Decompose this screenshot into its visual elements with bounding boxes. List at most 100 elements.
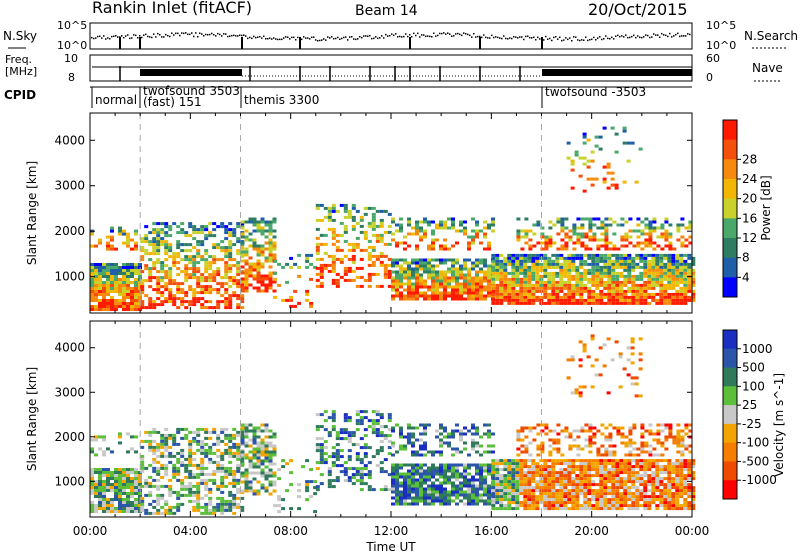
- data-cell: [130, 305, 134, 308]
- data-cell: [419, 469, 423, 473]
- data-cell: [367, 224, 372, 228]
- data-cell: [614, 183, 619, 187]
- data-cell: [607, 286, 612, 290]
- data-cell: [495, 498, 500, 502]
- data-cell: [592, 217, 597, 221]
- data-cell: [599, 459, 604, 463]
- data-cell: [160, 451, 165, 455]
- data-cell: [172, 294, 177, 298]
- data-cell: [244, 250, 249, 254]
- data-cell: [232, 454, 237, 458]
- data-cell: [507, 504, 512, 508]
- data-cell: [451, 279, 455, 283]
- data-cell: [232, 499, 237, 503]
- data-cell: [192, 490, 197, 494]
- data-cell: [571, 495, 576, 499]
- data-cell: [176, 457, 181, 461]
- data-cell: [383, 242, 388, 246]
- data-cell: [443, 502, 447, 506]
- data-cell: [240, 448, 245, 452]
- data-cell: [196, 285, 201, 289]
- nsky-point: [633, 34, 635, 37]
- data-cell: [571, 459, 576, 463]
- data-cell: [596, 226, 601, 230]
- data-cell: [679, 262, 684, 266]
- data-cell: [511, 465, 516, 469]
- data-cell: [375, 413, 380, 417]
- data-cell: [443, 487, 447, 491]
- data-cell: [603, 501, 608, 505]
- data-cell: [168, 279, 173, 283]
- data-cell: [208, 222, 213, 226]
- data-cell: [264, 471, 269, 475]
- data-cell: [216, 303, 221, 307]
- data-cell: [463, 484, 467, 488]
- data-cell: [443, 469, 447, 473]
- data-cell: [651, 459, 656, 463]
- data-cell: [627, 480, 632, 484]
- data-cell: [567, 477, 572, 481]
- data-cell: [260, 483, 265, 487]
- data-cell: [667, 265, 672, 269]
- data-cell: [387, 269, 392, 273]
- data-cell: [281, 265, 286, 269]
- data-cell: [252, 426, 257, 430]
- nsky-point: [243, 34, 245, 36]
- data-cell: [611, 498, 616, 502]
- data-cell: [126, 290, 130, 293]
- data-cell: [611, 295, 616, 299]
- data-cell: [455, 267, 459, 271]
- data-cell: [391, 279, 395, 283]
- data-cell: [583, 289, 588, 293]
- data-cell: [611, 480, 616, 484]
- data-cell: [343, 419, 348, 423]
- data-cell: [603, 471, 608, 475]
- data-cell: [447, 435, 451, 439]
- data-cell: [479, 258, 483, 262]
- nsky-point: [533, 36, 535, 39]
- data-cell: [236, 240, 241, 244]
- data-cell: [309, 262, 314, 266]
- nsky-point: [295, 39, 297, 41]
- data-cell: [639, 468, 644, 472]
- data-cell: [535, 268, 540, 272]
- data-cell: [110, 238, 114, 242]
- data-cell: [319, 242, 324, 246]
- data-cell: [507, 295, 512, 299]
- nsky-point: [173, 34, 175, 36]
- data-cell: [491, 483, 496, 487]
- nsky-point: [333, 38, 335, 40]
- nsky-point: [239, 34, 241, 36]
- data-cell: [679, 253, 684, 257]
- data-cell: [387, 224, 392, 228]
- data-cell: [335, 455, 340, 459]
- data-cell: [375, 239, 380, 243]
- data-cell: [435, 490, 439, 494]
- data-cell: [256, 426, 261, 430]
- data-cell: [659, 289, 664, 293]
- data-cell: [399, 502, 403, 506]
- data-cell: [335, 443, 340, 447]
- data-cell: [156, 282, 161, 286]
- data-cell: [395, 472, 399, 476]
- data-cell: [639, 253, 644, 257]
- data-cell: [495, 265, 500, 269]
- data-cell: [347, 431, 352, 435]
- data-cell: [503, 274, 508, 278]
- data-cell: [627, 265, 632, 269]
- data-cell: [399, 435, 403, 439]
- data-cell: [102, 510, 106, 513]
- data-cell: [224, 505, 229, 509]
- data-cell: [188, 439, 193, 443]
- data-cell: [591, 253, 596, 257]
- data-cell: [503, 283, 508, 287]
- nsky-point: [463, 32, 465, 34]
- data-cell: [319, 272, 324, 276]
- data-cell: [138, 296, 142, 299]
- data-cell: [566, 156, 571, 160]
- data-cell: [379, 236, 384, 240]
- data-cell: [455, 273, 459, 277]
- data-cell: [635, 486, 640, 490]
- data-cell: [603, 486, 608, 490]
- data-cell: [467, 478, 471, 482]
